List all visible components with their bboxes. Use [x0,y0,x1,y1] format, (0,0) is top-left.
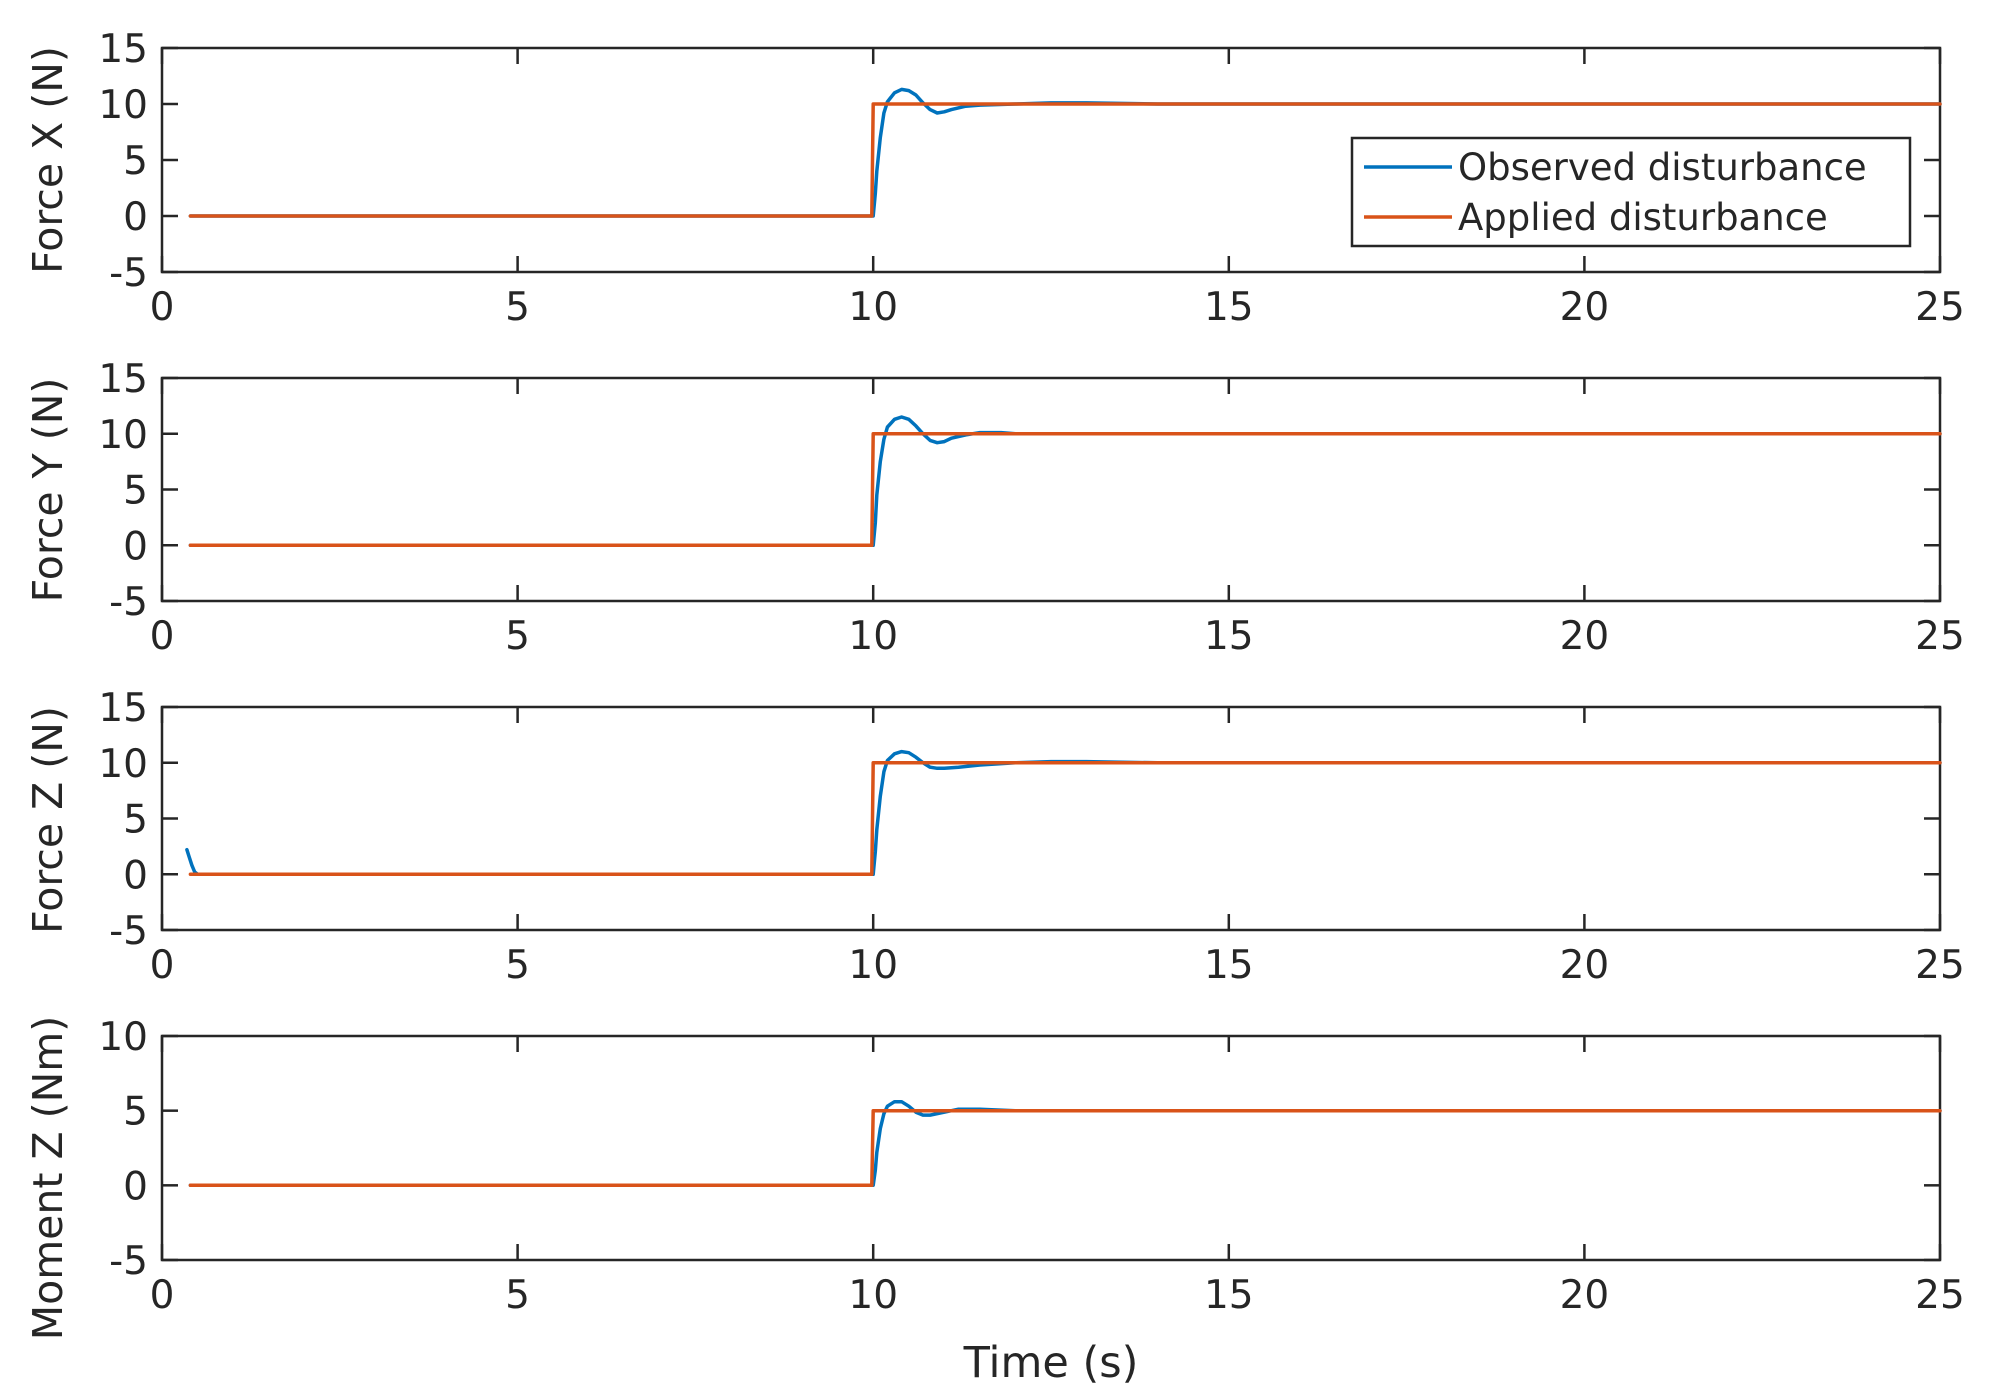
y-tick-label: 0 [123,853,148,898]
series-line-applied-disturbance [188,102,1942,218]
x-tick-label: 5 [505,614,530,659]
x-tick-label: 20 [1560,1273,1610,1318]
x-tick-label: 20 [1560,943,1610,988]
y-tick-label: 15 [98,686,148,731]
x-tick-label: 25 [1915,1273,1965,1318]
x-tick-label: 10 [848,614,898,659]
y-tick-label: 10 [98,413,148,458]
y-tick-label: 0 [123,195,148,240]
y-tick-label: 15 [98,357,148,402]
x-tick-label: 20 [1560,614,1610,659]
y-tick-label: 0 [123,1164,148,1209]
legend-entry-label: Applied disturbance [1458,196,1828,239]
y-tick-label: -5 [109,1239,148,1284]
x-tick-label: 0 [150,1273,175,1318]
x-tick-label: 5 [505,1273,530,1318]
y-axis-label: Moment Z (Nm) [24,1016,72,1340]
x-tick-label: 25 [1915,943,1965,988]
legend: Observed disturbance Applied disturbance [1350,136,1912,248]
x-axis-label: Time (s) [963,1338,1139,1388]
x-tick-label: 10 [848,1273,898,1318]
x-tick-label: 15 [1204,943,1254,988]
x-tick-label: 10 [848,943,898,988]
y-tick-label: 15 [98,27,148,72]
y-tick-label: 0 [123,524,148,569]
y-axis-label: Force X (N) [24,46,72,274]
y-tick-label: -5 [109,909,148,954]
x-tick-label: 15 [1204,1273,1254,1318]
x-tick-label: 5 [505,285,530,330]
y-tick-label: 5 [123,798,148,843]
y-axis-label: Force Y (N) [24,378,72,603]
legend-box [1350,136,1912,248]
legend-entry-label: Observed disturbance [1458,146,1867,189]
y-tick-label: 5 [123,1090,148,1135]
x-tick-label: 15 [1204,614,1254,659]
x-tick-label: 25 [1915,614,1965,659]
axes-box [160,1034,1942,1262]
x-tick-label: 0 [150,614,175,659]
y-tick-label: -5 [109,580,148,625]
x-tick-label: 0 [150,285,175,330]
x-tick-label: 15 [1204,285,1254,330]
series-line-applied-disturbance [188,761,1942,877]
axes-box [160,376,1942,603]
y-axis-label: Force Z (N) [24,706,72,934]
y-tick-label: 10 [98,83,148,128]
x-tick-label: 10 [848,285,898,330]
series-line-applied-disturbance [188,432,1942,548]
y-tick-label: -5 [109,251,148,296]
y-tick-label: 10 [98,1015,148,1060]
series-line-applied-disturbance [188,1108,1942,1188]
y-tick-label: 5 [123,139,148,184]
y-tick-label: 10 [98,742,148,787]
x-tick-label: 0 [150,943,175,988]
axes-box [160,705,1942,932]
x-tick-label: 5 [505,943,530,988]
x-tick-label: 20 [1560,285,1610,330]
y-tick-label: 5 [123,469,148,514]
x-tick-label: 25 [1915,285,1965,330]
